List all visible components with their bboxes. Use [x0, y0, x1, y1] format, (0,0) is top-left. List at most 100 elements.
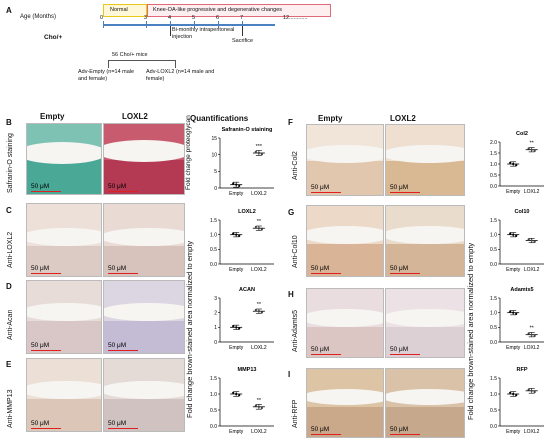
data-point — [530, 389, 533, 392]
joint-space — [307, 389, 383, 405]
tick-6: 6 — [216, 15, 220, 21]
x-tick-label: LOXL2 — [251, 429, 267, 435]
data-point — [238, 234, 241, 237]
data-point — [512, 311, 515, 314]
joint-space — [307, 145, 383, 163]
micrograph-i-empty: 50 μM — [306, 368, 384, 438]
x-tick-label: LOXL2 — [524, 189, 540, 195]
data-point — [527, 147, 530, 150]
stain-label-b: Safranin-O staining — [7, 133, 14, 193]
significance-label: ** — [530, 141, 535, 147]
y-tick-label: 1.0 — [490, 310, 497, 316]
data-point — [515, 312, 518, 315]
scale-label: 50 μM — [390, 265, 409, 272]
micrograph-h-empty: 50 μM — [306, 288, 384, 358]
data-point — [512, 162, 515, 166]
y-tick-label: 0.0 — [490, 184, 497, 190]
y-tick-label: 3 — [214, 296, 217, 302]
scale-bar — [311, 191, 341, 193]
tick-12: 12............ — [283, 15, 308, 21]
injection-arrow — [170, 26, 171, 36]
mice-label: 56 Cho/+ mice — [112, 52, 148, 58]
y-tick-label: 0.5 — [490, 325, 497, 331]
sacrifice-arrow — [242, 26, 243, 36]
timeline-tick-7 — [242, 21, 243, 28]
y-tick-label: 0 — [214, 186, 217, 192]
y-tick-label: 0.0 — [490, 424, 497, 430]
scale-label: 50 μM — [31, 183, 50, 190]
y-tick-label: 1.0 — [210, 392, 217, 398]
chart-title: Col10 — [515, 209, 530, 215]
adv-loxl2-label: Adv-LOXL2 (n=14 male and female) — [146, 69, 215, 82]
data-point — [533, 390, 536, 394]
strain-label: Cho/+ — [44, 34, 63, 41]
data-point — [515, 234, 518, 237]
tick-4: 4 — [168, 15, 172, 21]
tissue — [386, 244, 464, 276]
scale-bar — [31, 427, 61, 429]
scale-bar — [311, 433, 341, 435]
data-point — [530, 148, 533, 151]
panel-label-g: G — [288, 208, 295, 217]
y-tick-label: 1.5 — [210, 376, 217, 382]
data-point — [527, 332, 530, 335]
scale-bar — [390, 272, 420, 274]
x-tick-label: LOXL2 — [251, 191, 267, 197]
stain-label-d: Anti-Acan — [7, 309, 14, 340]
scale-label: 50 μM — [390, 426, 409, 433]
y-tick-label: 15 — [211, 136, 217, 142]
scale-label: 50 μM — [311, 346, 330, 353]
stain-label-g: Anti-Col10 — [292, 235, 299, 268]
scale-label: 50 μM — [31, 420, 50, 427]
tissue — [104, 399, 184, 431]
chart-title: Col2 — [516, 131, 528, 137]
chart-title: LOXL2 — [238, 209, 256, 215]
data-point — [257, 151, 260, 155]
data-point — [254, 308, 257, 312]
y-tick-label: 10 — [211, 152, 217, 158]
micrograph-g-empty: 50 μM — [306, 205, 384, 277]
tissue — [307, 244, 383, 276]
significance-label: ** — [257, 302, 262, 308]
left-header-quant: Quantifications — [190, 114, 249, 123]
quant-plot-f: Col2 0.0 0.5 1.0 1.5 2.0 Empty LOXL2 ** — [490, 131, 544, 195]
tick-3: 3 — [144, 15, 148, 21]
data-point — [238, 184, 241, 187]
scale-label: 50 μM — [31, 342, 50, 349]
y-tick-label: 0.5 — [210, 247, 217, 253]
data-point — [257, 310, 260, 313]
micrograph-f-loxl2: 50 μM — [385, 124, 465, 196]
joint-space — [104, 140, 184, 162]
data-point — [260, 311, 263, 314]
x-tick-label: Empty — [506, 189, 521, 195]
stain-label-i: Anti-RFP — [292, 399, 299, 428]
tissue — [307, 407, 383, 437]
tissue — [27, 399, 101, 431]
significance-label: ** — [257, 398, 262, 404]
joint-space — [27, 228, 101, 246]
micrograph-d-empty: 50 μM — [26, 280, 102, 354]
panel-label-b: B — [6, 118, 12, 127]
panel-label-c: C — [6, 206, 12, 215]
normal-box: Normal — [103, 4, 147, 17]
data-point — [254, 150, 257, 153]
data-point — [512, 233, 515, 236]
oa-box: Knee-OA-like progressive and degenerativ… — [147, 4, 331, 17]
right-header-empty: Empty — [318, 114, 343, 123]
data-point — [254, 404, 257, 407]
micrograph-e-empty: 50 μM — [26, 358, 102, 432]
quant-plot-d: ACAN 0 1 2 3 Empty LOXL2 ** — [214, 287, 274, 351]
timeline-tick-3 — [146, 21, 147, 28]
x-tick-label: LOXL2 — [524, 267, 540, 273]
micrograph-h-loxl2: 50 μM — [385, 288, 465, 358]
left-ylabel: Fold change brown-stained area normalize… — [185, 240, 194, 418]
tick-7: 7 — [240, 15, 244, 21]
joint-space — [386, 309, 464, 327]
micrograph-g-loxl2: 50 μM — [385, 205, 465, 277]
left-ylabel-b: Fold change proteoglycan — [185, 115, 192, 190]
y-tick-label: 1.0 — [490, 392, 497, 398]
quant-plot-i: RFP 0.0 0.5 1.0 1.5 Empty LOXL2 — [490, 367, 544, 435]
data-point — [530, 239, 533, 242]
joint-space — [27, 303, 101, 321]
age-label: Age (Months) — [20, 14, 57, 20]
